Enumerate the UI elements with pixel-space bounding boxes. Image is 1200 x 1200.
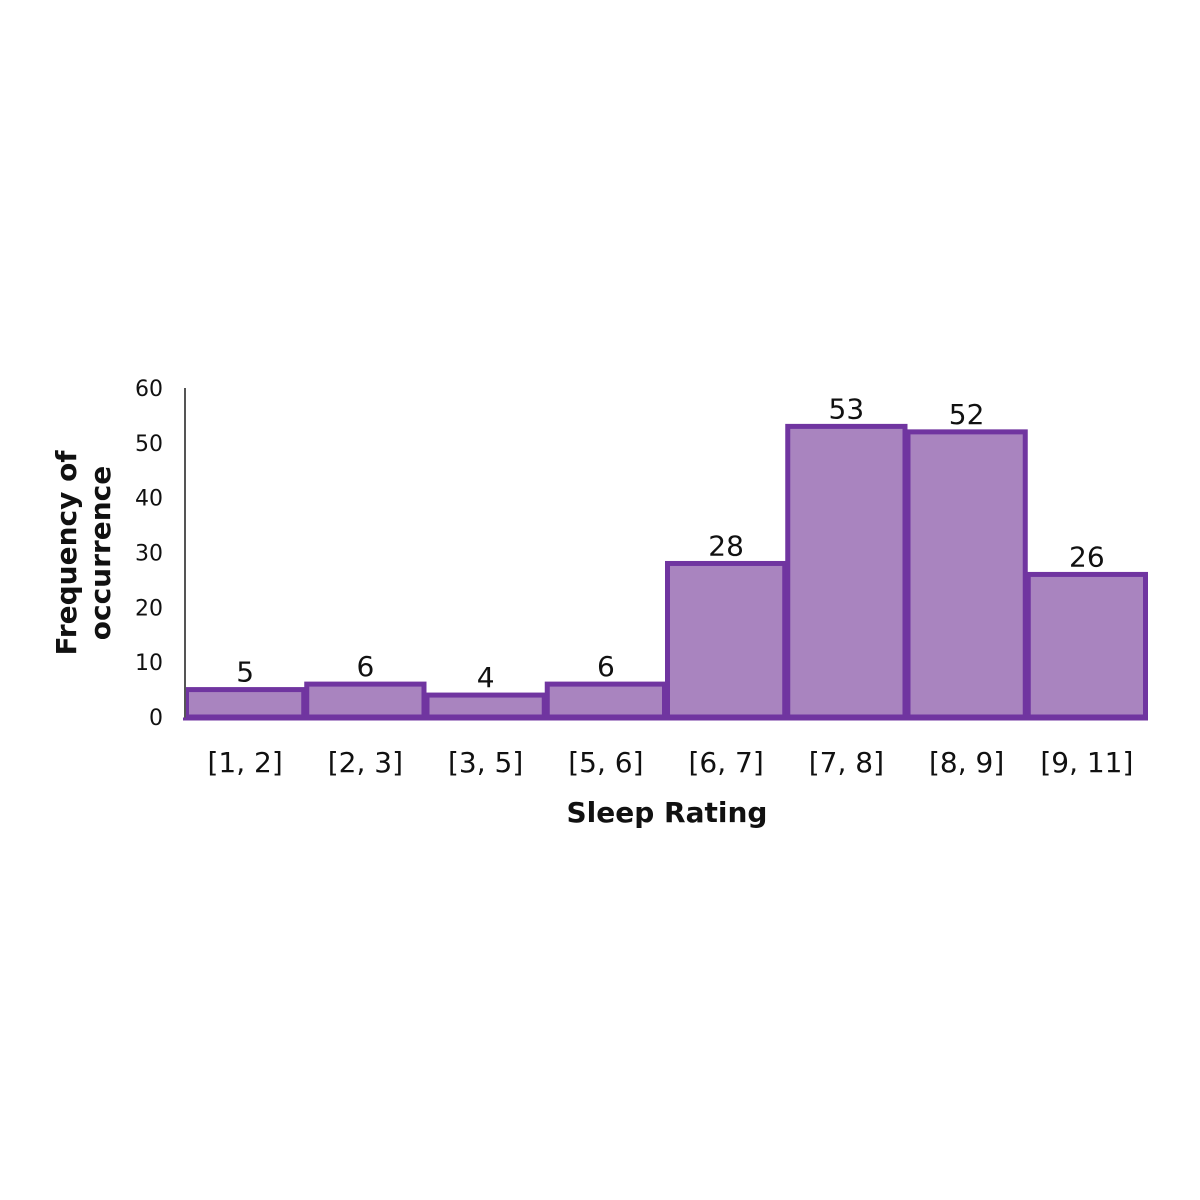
x-tick-label-2: [2, 3]: [328, 746, 403, 779]
y-tick-label-40: 40: [135, 487, 163, 512]
data-label-4: 6: [597, 650, 615, 683]
x-tick-label-5: [6, 7]: [688, 746, 763, 779]
y-tick-label-50: 50: [135, 432, 163, 457]
x-axis-title: Sleep Rating: [567, 796, 768, 829]
y-tick-label-60: 60: [135, 377, 163, 402]
x-tick-label-8: [9, 11]: [1040, 746, 1133, 779]
data-label-5: 28: [708, 529, 744, 562]
x-tick-label-3: [3, 5]: [448, 746, 523, 779]
bar-2: [304, 681, 427, 720]
bar-3: [424, 692, 547, 720]
bar-6: [785, 423, 908, 720]
data-labels-group: 5 6 4 6 28 53 52 26: [236, 392, 1104, 694]
bar-4: [544, 681, 667, 720]
bar-7: [905, 429, 1028, 720]
data-label-2: 6: [356, 650, 374, 683]
bars-group: [184, 423, 1148, 720]
y-axis-title-line-2: occurrence: [84, 466, 117, 641]
y-tick-label-10: 10: [135, 651, 163, 676]
x-tick-label-4: [5, 6]: [568, 746, 643, 779]
data-label-6: 53: [829, 392, 865, 425]
x-tick-label-1: [1, 2]: [207, 746, 282, 779]
data-label-3: 4: [477, 661, 495, 694]
x-tick-label-7: [8, 9]: [929, 746, 1004, 779]
y-axis-title: Frequency of occurrence: [50, 450, 117, 656]
y-tick-label-0: 0: [149, 706, 163, 731]
y-tick-labels-group: 0 10 20 30 40 50 60: [135, 377, 163, 731]
bar-1: [184, 687, 307, 720]
data-label-1: 5: [236, 656, 254, 689]
data-label-7: 52: [949, 398, 985, 431]
x-tick-label-6: [7, 8]: [809, 746, 884, 779]
y-axis-title-line-1: Frequency of: [50, 450, 83, 656]
x-tick-labels-group: [1, 2] [2, 3] [3, 5] [5, 6] [6, 7] [7, 8] [8, …: [207, 746, 1133, 779]
bar-5: [665, 560, 788, 720]
y-tick-label-30: 30: [135, 542, 163, 567]
data-label-8: 26: [1069, 540, 1105, 573]
bar-8: [1025, 571, 1148, 720]
y-tick-label-20: 20: [135, 596, 163, 621]
